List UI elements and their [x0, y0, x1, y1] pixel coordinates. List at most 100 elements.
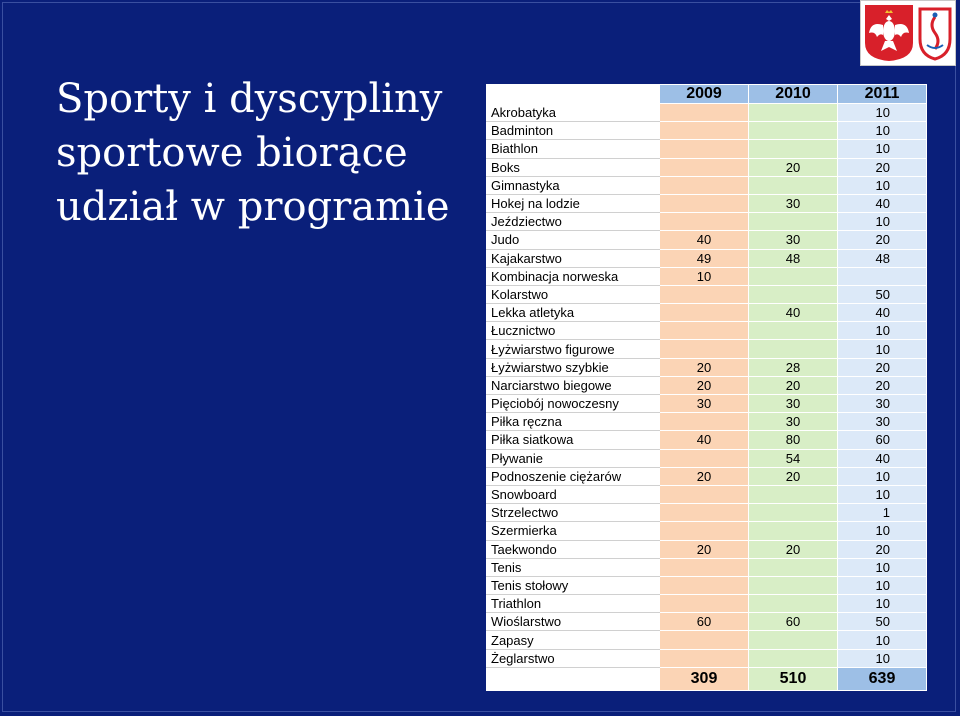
sport-name-cell: Judo [486, 230, 660, 250]
value-2009-cell [659, 594, 749, 614]
sport-name-cell: Łyżwiarstwo szybkie [486, 357, 660, 377]
value-2011-cell: 30 [837, 393, 927, 414]
sport-name-cell: Lekka atletyka [486, 303, 660, 323]
totals-blank-cell [486, 666, 660, 691]
sport-name-cell: Szermierka [486, 521, 660, 541]
value-2010-cell: 30 [748, 193, 838, 214]
value-2010-cell [748, 648, 838, 668]
title-line-1: Sporty i dyscypliny [56, 76, 443, 122]
total-2011: 639 [837, 666, 927, 691]
table-row: Łyżwiarstwo szybkie 20 28 20 [486, 357, 927, 377]
value-2010-cell [748, 557, 838, 577]
value-2011-cell: 20 [837, 539, 927, 559]
table-row: Piłka ręczna 30 30 [486, 412, 927, 432]
total-2009: 309 [659, 666, 749, 691]
value-2009-cell [659, 121, 749, 141]
value-2010-cell: 30 [748, 393, 838, 414]
sports-table: 2009 2010 2011 Akrobatyka 10 Badminton 10 Bi… [486, 84, 927, 691]
value-2010-cell: 20 [748, 157, 838, 177]
value-2010-cell: 40 [748, 303, 838, 323]
sport-name-cell: Badminton [486, 121, 660, 141]
value-2010-cell: 28 [748, 357, 838, 377]
value-2011-cell: 50 [837, 612, 927, 632]
header-2011: 2011 [837, 84, 927, 104]
value-2009-cell [659, 193, 749, 214]
value-2011-cell: 10 [837, 484, 927, 505]
value-2011-cell: 10 [837, 648, 927, 668]
sport-name-cell: Zapasy [486, 630, 660, 650]
value-2011-cell: 30 [837, 412, 927, 432]
table-row: Badminton 10 [486, 121, 927, 141]
value-2011-cell: 10 [837, 630, 927, 650]
value-2009-cell: 49 [659, 248, 749, 268]
value-2009-cell [659, 448, 749, 468]
value-2011-cell: 50 [837, 284, 927, 305]
value-2011-cell: 10 [837, 594, 927, 614]
table-row: Strzelectwo 1 [486, 503, 927, 523]
value-2010-cell: 30 [748, 412, 838, 432]
value-2009-cell: 60 [659, 612, 749, 632]
table-row: Wioślarstwo 60 60 50 [486, 612, 927, 632]
value-2009-cell [659, 303, 749, 323]
value-2010-cell: 20 [748, 466, 838, 486]
value-2010-cell [748, 594, 838, 614]
sport-name-cell: Podnoszenie ciężarów [486, 466, 660, 486]
value-2009-cell [659, 157, 749, 177]
value-2009-cell [659, 412, 749, 432]
table-row: Taekwondo 20 20 20 [486, 539, 927, 559]
sport-name-cell: Tenis stołowy [486, 575, 660, 596]
value-2009-cell [659, 557, 749, 577]
table-row: Szermierka 10 [486, 521, 927, 541]
sport-name-cell: Kajakarstwo [486, 248, 660, 268]
header-blank-cell [486, 84, 660, 104]
value-2011-cell: 10 [837, 321, 927, 341]
value-2011-cell [837, 266, 927, 286]
header-2010: 2010 [748, 84, 838, 104]
sport-name-cell: Pięciobój nowoczesny [486, 393, 660, 414]
sport-name-cell: Tenis [486, 557, 660, 577]
sport-name-cell: Akrobatyka [486, 102, 660, 123]
total-2010: 510 [748, 666, 838, 691]
value-2009-cell [659, 339, 749, 359]
sport-name-cell: Boks [486, 157, 660, 177]
value-2009-cell [659, 575, 749, 596]
table-row: Podnoszenie ciężarów 20 20 10 [486, 466, 927, 486]
value-2011-cell: 10 [837, 212, 927, 232]
value-2010-cell [748, 284, 838, 305]
value-2011-cell: 40 [837, 303, 927, 323]
table-row: Biathlon 10 [486, 139, 927, 159]
table-row: Hokej na lodzie 30 40 [486, 193, 927, 214]
value-2011-cell: 10 [837, 466, 927, 486]
value-2009-cell [659, 284, 749, 305]
value-2010-cell [748, 484, 838, 505]
table-row: Lekka atletyka 40 40 [486, 303, 927, 323]
value-2009-cell: 10 [659, 266, 749, 286]
table-row: Pływanie 54 40 [486, 448, 927, 468]
value-2009-cell: 40 [659, 430, 749, 450]
value-2010-cell [748, 102, 838, 123]
sport-name-cell: Strzelectwo [486, 503, 660, 523]
table-row: Judo 40 30 20 [486, 230, 927, 250]
value-2011-cell: 20 [837, 157, 927, 177]
table-row: Boks 20 20 [486, 157, 927, 177]
value-2010-cell [748, 175, 838, 195]
sport-name-cell: Triathlon [486, 594, 660, 614]
sport-name-cell: Kombinacja norweska [486, 266, 660, 286]
value-2010-cell [748, 321, 838, 341]
table-row: Triathlon 10 [486, 594, 927, 614]
table-row: Jeździectwo 10 [486, 212, 927, 232]
value-2011-cell: 10 [837, 339, 927, 359]
sport-name-cell: Taekwondo [486, 539, 660, 559]
value-2009-cell [659, 648, 749, 668]
value-2009-cell [659, 321, 749, 341]
value-2009-cell [659, 212, 749, 232]
logo-bar [860, 0, 956, 66]
table-row: Akrobatyka 10 [486, 102, 927, 123]
table-row: Zapasy 10 [486, 630, 927, 650]
polish-eagle-emblem [865, 5, 913, 61]
value-2010-cell: 30 [748, 230, 838, 250]
value-2009-cell: 20 [659, 539, 749, 559]
table-body: Akrobatyka 10 Badminton 10 Biathlon 10 Boks 20 2… [486, 102, 927, 668]
sport-name-cell: Żeglarstwo [486, 648, 660, 668]
